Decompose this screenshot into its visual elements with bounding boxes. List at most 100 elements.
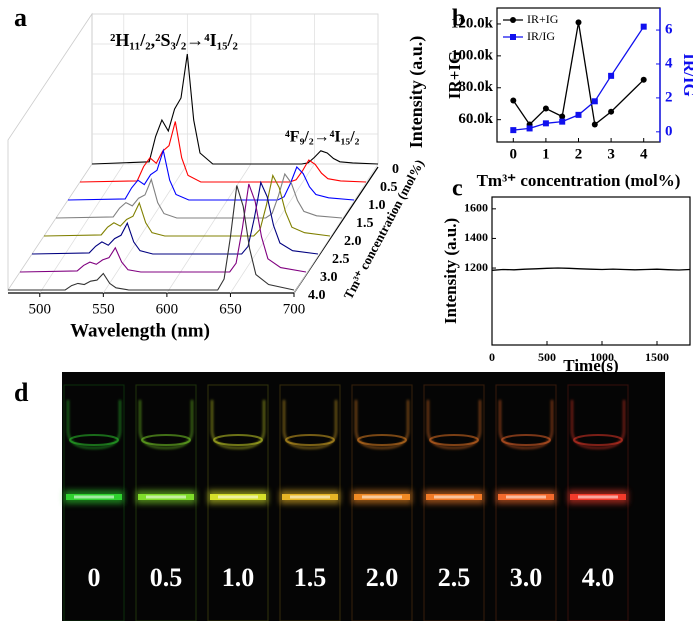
grid-line	[103, 163, 188, 294]
x-axis-label: Tm³⁺ concentration (mol%)	[477, 171, 681, 190]
point	[510, 127, 517, 134]
concentration-label: 3.0	[510, 563, 543, 592]
point	[542, 105, 549, 112]
legend-label: 2.0	[344, 234, 362, 249]
y-axis-label: Intensity (a.u.)	[406, 36, 427, 149]
point	[591, 121, 598, 128]
point	[591, 98, 598, 105]
point	[640, 76, 647, 83]
side-wall	[7, 12, 93, 292]
legend-label: 4.0	[308, 288, 326, 303]
meniscus	[213, 434, 263, 446]
beam-core	[74, 495, 114, 499]
spectrum-line	[67, 148, 355, 201]
concentration-label: 2.0	[366, 563, 399, 592]
x-tick-label: 0	[489, 350, 495, 364]
x-tick-label: 1	[542, 146, 550, 162]
y2-tick-label: 6	[665, 21, 673, 37]
x-tick-label: 1000	[590, 350, 614, 364]
x-tick-label: 500	[29, 301, 52, 317]
concentration-label: 1.5	[294, 563, 327, 592]
meniscus	[573, 434, 623, 446]
panel-label: d	[14, 378, 29, 407]
panel-label: b	[452, 6, 465, 32]
meniscus	[69, 434, 119, 446]
point	[575, 111, 582, 118]
grid-line	[166, 163, 252, 294]
cuvette-cup	[355, 400, 409, 450]
meniscus	[285, 434, 335, 446]
meniscus	[501, 434, 551, 446]
concentration-label: 0.5	[150, 563, 183, 592]
legend-label: 0.5	[380, 180, 398, 195]
legend-label: IR/IG	[527, 29, 555, 43]
point	[608, 72, 615, 79]
y-tick-label: 120.0k	[451, 15, 494, 31]
legend-label: 0	[392, 162, 399, 177]
panel-label: c	[452, 176, 463, 202]
legend-label: IR+IG	[527, 12, 559, 26]
y2-tick-label: 0	[665, 123, 673, 139]
point	[559, 118, 566, 125]
beam-core	[578, 495, 618, 499]
legend-label: 3.0	[320, 270, 338, 285]
beam-core	[146, 495, 186, 499]
beam-core	[290, 495, 330, 499]
x-tick-label: 2	[575, 146, 583, 162]
point	[510, 97, 517, 104]
panel-label: a	[14, 3, 27, 32]
annotation: ⁴F₉/₂→⁴I₁₅/₂	[285, 129, 360, 146]
point	[542, 120, 549, 127]
y-tick-label: 1400	[464, 230, 488, 244]
legend-marker	[510, 34, 516, 40]
x-tick-label: 600	[156, 301, 179, 317]
concentration-label: 4.0	[582, 563, 615, 592]
meniscus	[429, 434, 479, 446]
y-axis-label: Intensity (a.u.)	[441, 218, 460, 324]
x-tick-label: 0	[510, 146, 518, 162]
series-line	[512, 22, 645, 126]
x-axis-label: Time(s)	[563, 356, 618, 375]
cuvette-cup	[211, 400, 265, 450]
meniscus	[141, 434, 191, 446]
beam-core	[434, 495, 474, 499]
x-axis-label: Wavelength (nm)	[70, 320, 210, 341]
grid-line	[230, 163, 315, 294]
y-tick-label: 1200	[464, 260, 488, 274]
spectrum-line	[91, 53, 379, 165]
spectrum-line	[55, 172, 343, 219]
spectrum-line	[43, 173, 331, 237]
y2-tick-label: 2	[665, 89, 673, 105]
point	[608, 108, 615, 115]
meniscus	[357, 434, 407, 446]
legend-label: 1.5	[356, 216, 374, 231]
concentration-label: 2.5	[438, 563, 471, 592]
y-axis-label: IR+IG	[445, 51, 464, 99]
grid-line	[293, 163, 379, 294]
plot-frame	[496, 7, 661, 143]
cuvette-cup	[427, 400, 481, 450]
series-line	[491, 267, 691, 271]
beam-core	[218, 495, 258, 499]
plot-frame	[491, 196, 691, 346]
annotation: ²H₁₁/₂,²S₃/₂→⁴I₁₅/₂	[110, 30, 238, 50]
cuvette-cup	[139, 400, 193, 450]
y-tick-label: 100.0k	[451, 47, 494, 63]
z-axis-label: Tm³⁺ concentration (mol%)	[340, 157, 426, 302]
x-tick-label: 3	[607, 146, 615, 162]
y2-tick-label: 4	[665, 55, 673, 71]
y-tick-label: 80.0k	[458, 79, 493, 95]
x-tick-label: 700	[283, 301, 306, 317]
point	[640, 23, 647, 30]
cuvette-cup	[67, 400, 121, 450]
legend-marker	[510, 17, 516, 23]
point	[559, 113, 566, 120]
y-tick-label: 1600	[464, 201, 488, 215]
spectrum-line	[31, 180, 319, 255]
beam-core	[362, 495, 402, 499]
y2-axis-label: IR/IG	[680, 53, 693, 96]
x-tick-label: 500	[538, 350, 556, 364]
x-tick-label: 1500	[645, 350, 669, 364]
spectrum-line	[79, 121, 367, 183]
